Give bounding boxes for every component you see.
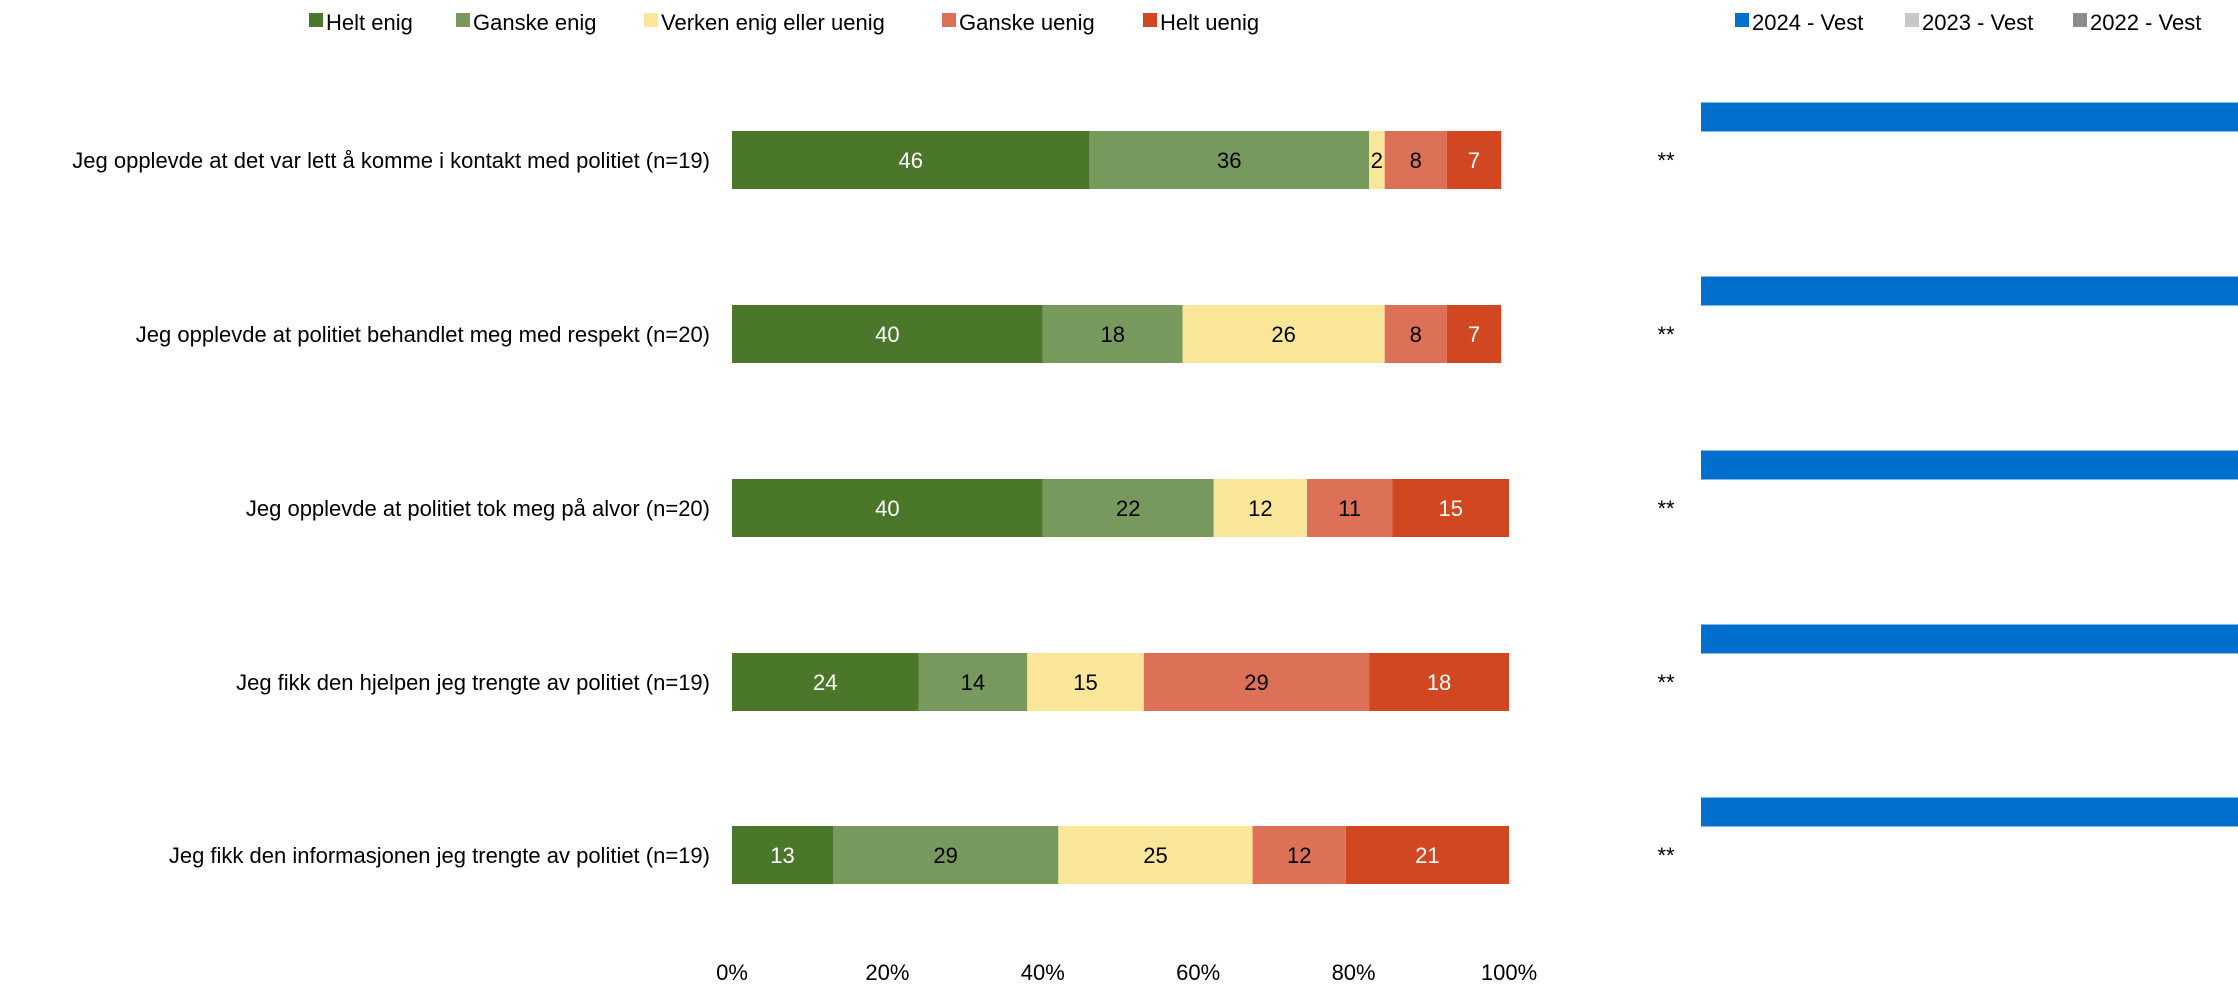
category-label-3: Jeg opplevde at politiet tok meg på alvo… (246, 496, 710, 521)
bar-5-2 (833, 826, 1059, 884)
legend2-label-1: 2024 - Vest (1752, 10, 1863, 35)
bar-value-5-5: 21 (1415, 843, 1439, 868)
legend-label-1: Helt enig (326, 10, 413, 35)
bar-3-5 (1392, 479, 1509, 537)
x-tick-label-4: 60% (1176, 960, 1220, 985)
bar-value-3-1: 40 (875, 496, 899, 521)
bar-5-5 (1345, 826, 1509, 884)
trend-bar-2 (1701, 276, 2238, 306)
bar-value-1-1: 46 (898, 148, 922, 173)
bar-1-2 (1089, 131, 1370, 189)
bar-value-3-3: 12 (1248, 496, 1272, 521)
x-tick-label-3: 40% (1021, 960, 1065, 985)
x-tick-label-5: 80% (1332, 960, 1376, 985)
significance-mark-3: ** (1657, 496, 1675, 521)
bar-3-4 (1306, 479, 1393, 537)
trend-bar-5 (1701, 797, 2238, 827)
bar-value-4-1: 24 (813, 670, 837, 695)
legend-swatch-1 (309, 13, 323, 27)
bar-4-3 (1027, 653, 1144, 711)
trend-bar-1 (1701, 102, 2238, 132)
bar-1-3 (1369, 131, 1385, 189)
bar-value-3-4: 11 (1338, 496, 1361, 521)
bar-1-5 (1446, 131, 1502, 189)
bar-5-3 (1058, 826, 1253, 884)
x-tick-label-6: 100% (1481, 960, 1537, 985)
significance-mark-4: ** (1657, 670, 1675, 695)
bar-value-1-2: 36 (1217, 148, 1241, 173)
bar-5-1 (732, 826, 834, 884)
legend-label-4: Ganske uenig (959, 10, 1095, 35)
category-label-5: Jeg fikk den informasjonen jeg trengte a… (169, 843, 710, 868)
bar-value-2-1: 40 (875, 322, 899, 347)
bar-value-2-4: 8 (1410, 322, 1422, 347)
significance-mark-1: ** (1657, 148, 1675, 173)
bar-3-2 (1042, 479, 1214, 537)
significance-mark-2: ** (1657, 322, 1675, 347)
bar-1-1 (732, 131, 1090, 189)
bar-value-5-2: 29 (933, 843, 957, 868)
bar-4-4 (1143, 653, 1370, 711)
category-label-1: Jeg opplevde at det var lett å komme i k… (72, 148, 710, 173)
bar-value-4-4: 29 (1244, 670, 1268, 695)
legend-swatch-3 (644, 13, 658, 27)
legend2-swatch-3 (2073, 13, 2087, 27)
legend-swatch-4 (942, 13, 956, 27)
bar-2-5 (1446, 305, 1502, 363)
bar-2-1 (732, 305, 1043, 363)
bar-value-3-5: 15 (1438, 496, 1462, 521)
bar-1-4 (1384, 131, 1447, 189)
legend2-swatch-1 (1735, 13, 1749, 27)
x-tick-label-1: 0% (716, 960, 748, 985)
legend-label-2: Ganske enig (473, 10, 597, 35)
bar-value-4-3: 15 (1073, 670, 1097, 695)
bar-value-5-4: 12 (1287, 843, 1311, 868)
bar-4-1 (732, 653, 919, 711)
bar-4-5 (1369, 653, 1509, 711)
legend-label-3: Verken enig eller uenig (661, 10, 885, 35)
x-tick-label-2: 20% (865, 960, 909, 985)
legend2-label-3: 2022 - Vest (2090, 10, 2201, 35)
bar-3-1 (732, 479, 1043, 537)
bar-4-2 (918, 653, 1028, 711)
bar-value-4-2: 14 (961, 670, 985, 695)
bar-value-1-3: 2 (1371, 148, 1383, 173)
bar-value-1-5: 7 (1468, 148, 1480, 173)
bar-value-2-5: 7 (1468, 322, 1480, 347)
bar-value-2-3: 26 (1271, 322, 1295, 347)
trend-bar-3 (1701, 450, 2238, 480)
legend2-label-2: 2023 - Vest (1922, 10, 2033, 35)
legend-swatch-2 (456, 13, 470, 27)
significance-mark-5: ** (1657, 843, 1675, 868)
bar-2-4 (1384, 305, 1447, 363)
bar-3-3 (1213, 479, 1307, 537)
bar-value-2-2: 18 (1100, 322, 1124, 347)
bar-5-4 (1252, 826, 1346, 884)
bar-value-3-2: 22 (1116, 496, 1140, 521)
category-label-2: Jeg opplevde at politiet behandlet meg m… (136, 322, 710, 347)
bar-value-1-4: 8 (1410, 148, 1422, 173)
legend2-swatch-2 (1905, 13, 1919, 27)
category-label-4: Jeg fikk den hjelpen jeg trengte av poli… (236, 670, 710, 695)
bar-2-3 (1182, 305, 1385, 363)
bar-value-5-3: 25 (1143, 843, 1167, 868)
legend-swatch-5 (1143, 13, 1157, 27)
bar-value-5-1: 13 (770, 843, 794, 868)
legend-label-5: Helt uenig (1160, 10, 1259, 35)
bar-2-2 (1042, 305, 1183, 363)
trend-bar-4 (1701, 624, 2238, 654)
bar-value-4-5: 18 (1427, 670, 1451, 695)
